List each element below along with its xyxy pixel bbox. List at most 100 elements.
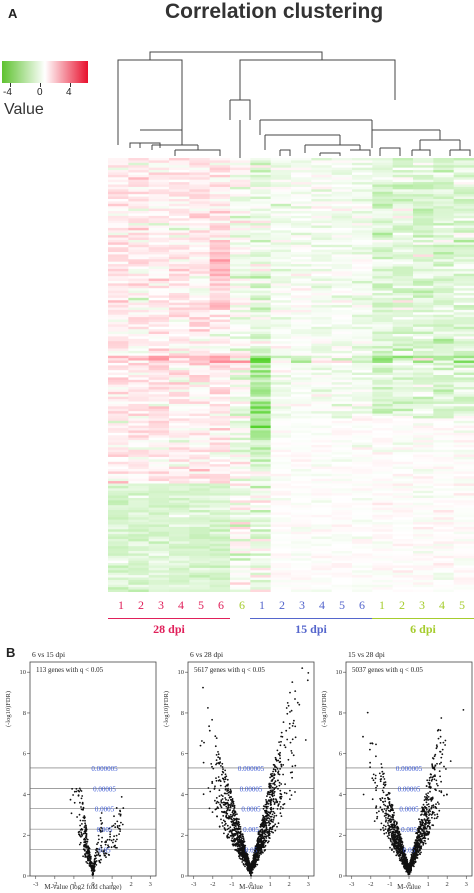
heatmap-cell (189, 476, 211, 480)
heatmap-cell (148, 415, 170, 419)
heatmap-cell (331, 478, 353, 482)
heatmap-cell (311, 543, 333, 547)
heatmap-cell (250, 334, 272, 337)
heatmap-cell (270, 225, 292, 229)
heatmap-cell (189, 300, 211, 304)
heatmap-cell (230, 317, 251, 321)
heatmap-cell (270, 341, 292, 345)
heatmap-cell (169, 570, 190, 574)
heatmap-cell (209, 570, 231, 574)
heatmap-cell (128, 408, 150, 412)
heatmap-cell (169, 215, 190, 219)
heatmap-cell (291, 534, 312, 538)
heatmap-cell (189, 517, 211, 521)
data-point (112, 824, 115, 827)
heatmap-cell (209, 382, 231, 386)
data-point (102, 850, 105, 853)
heatmap-cell (230, 254, 251, 258)
heatmap-cell (250, 558, 272, 562)
data-point (290, 709, 293, 712)
heatmap-cell (128, 252, 150, 255)
heatmap-cell (311, 512, 333, 516)
heatmap-cell (372, 493, 394, 497)
legend-tick: 4 (66, 87, 72, 98)
heatmap-cell (291, 375, 312, 378)
heatmap-cell (392, 329, 414, 333)
heatmap-cell (392, 360, 414, 364)
heatmap-cell (270, 589, 292, 592)
heatmap-cell (189, 285, 211, 289)
heatmap-cell (453, 194, 474, 198)
heatmap-cell (128, 170, 150, 173)
heatmap-cell (331, 589, 353, 592)
heatmap-cell (331, 551, 353, 554)
data-point (279, 768, 281, 770)
heatmap-cell (413, 543, 434, 547)
heatmap-cell (413, 158, 434, 161)
heatmap-cell (453, 343, 474, 347)
heatmap-cell (392, 215, 414, 219)
heatmap-cell (291, 348, 312, 352)
heatmap-cell (189, 348, 211, 352)
heatmap-cell (189, 459, 211, 463)
heatmap-cell (453, 485, 474, 489)
heatmap-cell (108, 379, 129, 383)
data-point (262, 851, 264, 854)
heatmap-cell (189, 268, 211, 272)
heatmap-cell (250, 331, 272, 335)
heatmap-cell (291, 317, 312, 321)
heatmap-cell (331, 247, 353, 251)
heatmap-cell (352, 461, 373, 465)
data-point (76, 816, 78, 818)
data-point (114, 822, 117, 825)
heatmap-cell (372, 432, 394, 436)
heatmap-cell (209, 249, 231, 253)
heatmap-cell (270, 244, 292, 248)
heatmap-cell (311, 261, 333, 265)
heatmap-cell (209, 440, 231, 444)
heatmap-cell (331, 283, 353, 287)
heatmap-cell (372, 348, 394, 352)
heatmap-cell (250, 481, 272, 484)
heatmap-cell (291, 538, 312, 542)
heatmap-cell (453, 324, 474, 328)
heatmap-cell (453, 276, 474, 280)
heatmap-cell (108, 473, 129, 477)
heatmap-cell (311, 331, 333, 335)
heatmap-cell (189, 288, 211, 292)
heatmap-cell (392, 454, 414, 458)
data-point (274, 783, 276, 786)
heatmap-cell (209, 220, 231, 224)
heatmap-cell (291, 456, 312, 460)
heatmap-cell (433, 430, 455, 434)
heatmap-cell (392, 425, 414, 429)
heatmap-cell (331, 215, 353, 219)
heatmap-cell (270, 546, 292, 550)
heatmap-cell (311, 488, 333, 492)
heatmap-cell (291, 394, 312, 398)
heatmap-cell (270, 497, 292, 501)
heatmap-cell (352, 167, 373, 171)
data-point (234, 832, 237, 835)
heatmap-cell (189, 218, 211, 222)
heatmap-cell (433, 469, 455, 472)
data-point (116, 826, 119, 829)
heatmap-cell (372, 215, 394, 219)
heatmap-cell (372, 321, 394, 325)
heatmap-cell (189, 452, 211, 456)
group-line-6dpi (372, 618, 474, 619)
heatmap-cell (453, 256, 474, 260)
heatmap-cell (108, 464, 129, 468)
heatmap-cell (230, 582, 251, 586)
heatmap-cell (331, 558, 353, 562)
data-point (229, 826, 232, 829)
heatmap-cell (413, 249, 434, 253)
heatmap-cell (169, 261, 190, 265)
data-point (233, 826, 236, 829)
heatmap-cell (250, 517, 272, 521)
data-point (219, 805, 222, 807)
heatmap-cell (392, 522, 414, 525)
heatmap-cell (392, 348, 414, 352)
data-point (276, 749, 279, 752)
data-point (265, 799, 267, 801)
